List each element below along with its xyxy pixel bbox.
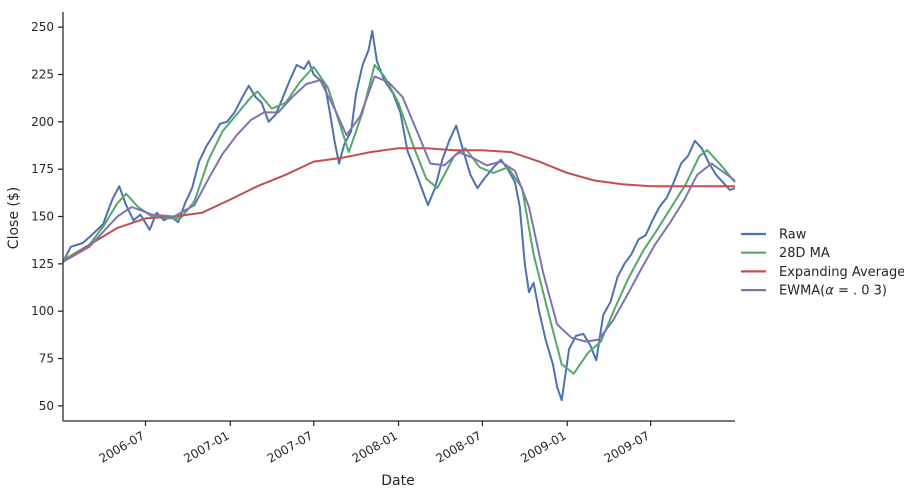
legend-label: 28D MA xyxy=(779,246,830,261)
y-tick-label: 225 xyxy=(31,67,54,81)
x-tick-label: 2009-07 xyxy=(602,428,652,465)
legend-label: Expanding Average xyxy=(779,265,904,280)
y-axis-title: Close ($) xyxy=(6,187,22,249)
y-tick-label: 100 xyxy=(31,304,54,318)
series-line xyxy=(62,75,736,343)
series-lines xyxy=(62,29,736,402)
series-line xyxy=(62,29,736,402)
x-tick-label: 2007-07 xyxy=(265,428,315,465)
x-tick-label: 2006-07 xyxy=(97,428,147,465)
x-tick-label: 2008-07 xyxy=(434,428,484,465)
y-tick-label: 200 xyxy=(31,115,54,129)
legend-label: Raw xyxy=(779,228,807,243)
legend-label: EWMA(α = . 0 3) xyxy=(779,284,887,299)
y-tick-label: 250 xyxy=(31,20,54,34)
x-tick-label: 2009-01 xyxy=(518,428,568,465)
series-line xyxy=(62,64,736,375)
x-tick-label: 2007-01 xyxy=(181,428,231,465)
y-axis-ticks: 50 75 100 125 150 175 200 225 250 xyxy=(31,20,63,413)
legend: Raw 28D MA Expanding Average EWMA(α = . 0 3… xyxy=(741,228,904,299)
y-tick-label: 75 xyxy=(39,352,54,366)
y-tick-label: 50 xyxy=(39,399,54,413)
x-tick-label: 2008-01 xyxy=(350,428,400,465)
x-axis-ticks: 2006-07 2007-01 2007-07 2008-01 2008-07 2009-… xyxy=(97,421,652,466)
y-tick-label: 175 xyxy=(31,162,54,176)
y-tick-label: 125 xyxy=(31,257,54,271)
series-line xyxy=(62,147,735,263)
y-tick-label: 150 xyxy=(31,210,54,224)
x-axis-title: Date xyxy=(381,473,414,489)
